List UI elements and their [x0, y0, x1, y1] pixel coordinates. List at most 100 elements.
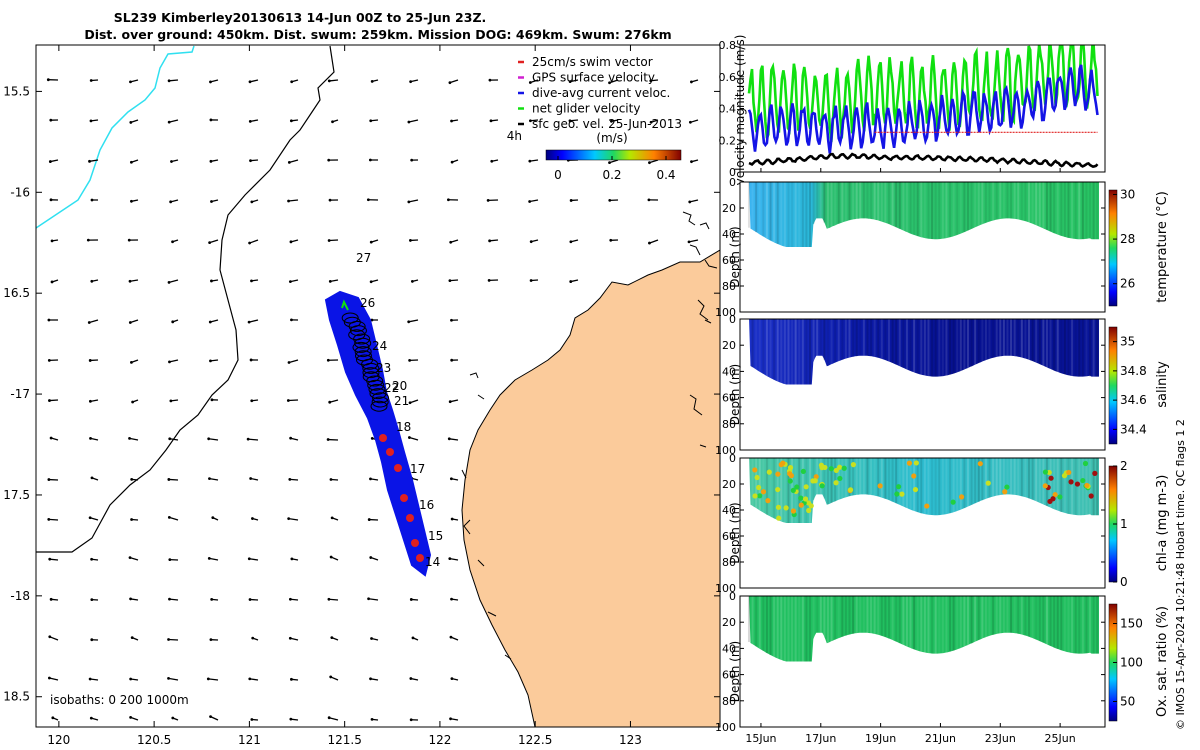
- surface-velocity-arrow: [408, 199, 419, 203]
- chla-sample-dot: [985, 480, 991, 486]
- surface-velocity-arrowhead: [407, 320, 411, 324]
- map-colorbar-label: 0: [554, 168, 562, 182]
- surface-velocity-arrowhead: [89, 119, 93, 123]
- surface-velocity-arrow: [169, 79, 179, 82]
- surface-velocity-arrowhead: [51, 716, 55, 720]
- surface-velocity-arrowhead: [211, 516, 215, 520]
- map-ytick-label: 15.5: [3, 84, 30, 98]
- surface-velocity-arrowhead: [610, 119, 613, 123]
- surface-velocity-arrow: [609, 159, 619, 164]
- surface-velocity-arrowhead: [447, 437, 451, 441]
- velocity-ytick-label: 0.2: [719, 134, 737, 147]
- depth-tick-label: 100: [715, 444, 736, 457]
- surface-velocity-arrowhead: [328, 198, 332, 202]
- chla-sample-dot: [950, 499, 956, 505]
- surface-velocity-arrowhead: [248, 119, 252, 123]
- surface-velocity-arrowhead: [287, 361, 291, 364]
- chla-sample-dot: [1088, 493, 1094, 499]
- surface-velocity-arrowhead: [129, 716, 133, 719]
- surface-velocity-arrowhead: [90, 638, 94, 642]
- chla-sample-dot: [790, 487, 796, 493]
- surface-velocity-arrowhead: [648, 241, 651, 245]
- chla-sample-dot: [912, 486, 919, 493]
- depth-tick-label: 20: [722, 478, 736, 491]
- surface-velocity-arrowhead: [407, 436, 411, 439]
- time-tick-label: 19Jun: [865, 732, 896, 745]
- surface-velocity-arrow: [169, 516, 179, 521]
- map-xtick-label: 120: [47, 733, 70, 747]
- surface-velocity-arrowhead: [48, 635, 52, 639]
- oxygen-panel: 0 20 40 60 80 100 Depth (m) 150 100 50 Ox. sat. ra…: [715, 590, 1170, 734]
- surface-velocity-arrowhead: [370, 79, 374, 83]
- surface-velocity-arrow: [288, 518, 299, 521]
- map-colorbar-label: 0.4: [656, 168, 675, 182]
- surface-velocity-arrowhead: [326, 438, 330, 441]
- chla-sample-dot: [806, 507, 812, 514]
- surface-velocity-arrowhead: [248, 241, 252, 245]
- depth-tick-label: 20: [722, 339, 736, 352]
- velocity-ytick-label: 0.6: [719, 71, 737, 84]
- map-xtick-label: 120.5: [137, 733, 171, 747]
- chla-sample-dot: [833, 467, 839, 474]
- surface-velocity-arrowhead: [209, 359, 212, 363]
- surface-velocity-arrowhead: [290, 318, 293, 322]
- surface-velocity-arrowhead: [249, 477, 253, 480]
- surface-velocity-arrowhead: [486, 198, 490, 202]
- surface-velocity-arrowhead: [409, 80, 413, 84]
- surface-velocity-arrowhead: [251, 517, 254, 520]
- surface-velocity-arrowhead: [47, 676, 51, 680]
- surface-velocity-arrowhead: [48, 399, 51, 402]
- surface-velocity-arrowhead: [169, 399, 173, 403]
- surface-velocity-arrowhead: [208, 320, 212, 324]
- colorbar-tick-label: 34.4: [1120, 422, 1147, 436]
- chla-sample-dot: [760, 489, 767, 495]
- surface-velocity-arrow: [209, 477, 219, 481]
- time-tick-label: 25Jun: [1045, 732, 1076, 745]
- surface-velocity-arrowhead: [210, 279, 213, 283]
- surface-velocity-arrowhead: [290, 557, 294, 561]
- surface-velocity-arrow: [49, 677, 59, 681]
- surface-velocity-arrow: [89, 159, 99, 162]
- surface-velocity-arrowhead: [48, 557, 52, 561]
- surface-velocity-arrowhead: [450, 597, 453, 601]
- chla-sample-dot: [819, 483, 825, 489]
- surface-velocity-arrowhead: [250, 399, 254, 403]
- chla-sample-dot: [1004, 484, 1010, 490]
- day-label-26: 26: [360, 296, 375, 310]
- surface-velocity-arrowhead: [209, 159, 213, 163]
- chla-sample-dot: [836, 464, 843, 470]
- surface-velocity-arrowhead: [450, 358, 454, 362]
- isobath-shallow: [36, 45, 195, 229]
- chla-sample-dot: [847, 487, 854, 493]
- surface-velocity-arrowhead: [370, 437, 374, 440]
- colorbar-tick-label: 26: [1120, 277, 1135, 291]
- day-label-22: 22: [384, 381, 399, 395]
- colorbar-label: chl-a (mg m-3): [1155, 475, 1170, 572]
- chla-sample-dot: [805, 500, 812, 506]
- surface-velocity-arrow: [49, 399, 59, 402]
- colorbar-title: (m/s): [596, 131, 627, 145]
- temperature-panel-colorbar: [1108, 189, 1118, 307]
- surface-velocity-arrowhead: [529, 119, 532, 123]
- surface-velocity-arrowhead: [88, 159, 91, 163]
- surface-velocity-arrowhead: [88, 399, 92, 403]
- depth-tick-label: 80: [722, 695, 736, 708]
- glider-loop: [362, 362, 380, 374]
- chla-sample-dot: [1052, 492, 1058, 498]
- surface-velocity-arrowhead: [326, 358, 330, 362]
- surface-velocity-arrowhead: [687, 240, 691, 244]
- glider-loop: [368, 383, 386, 395]
- chla-sample-dot: [752, 493, 758, 499]
- surface-velocity-arrowhead: [49, 118, 53, 122]
- surface-velocity-arrowhead: [167, 478, 171, 481]
- surface-velocity-arrowhead: [648, 161, 651, 165]
- chla-sample-dot: [850, 462, 857, 468]
- surface-velocity-arrowhead: [370, 717, 374, 721]
- depth-ylabel: Depth (m): [728, 641, 742, 702]
- chla-sample-dot: [828, 466, 834, 472]
- surface-velocity-arrowhead: [449, 477, 453, 481]
- surface-velocity-arrowhead: [528, 159, 532, 163]
- depth-tick-label: 80: [722, 556, 736, 569]
- surface-velocity-arrow: [169, 359, 179, 363]
